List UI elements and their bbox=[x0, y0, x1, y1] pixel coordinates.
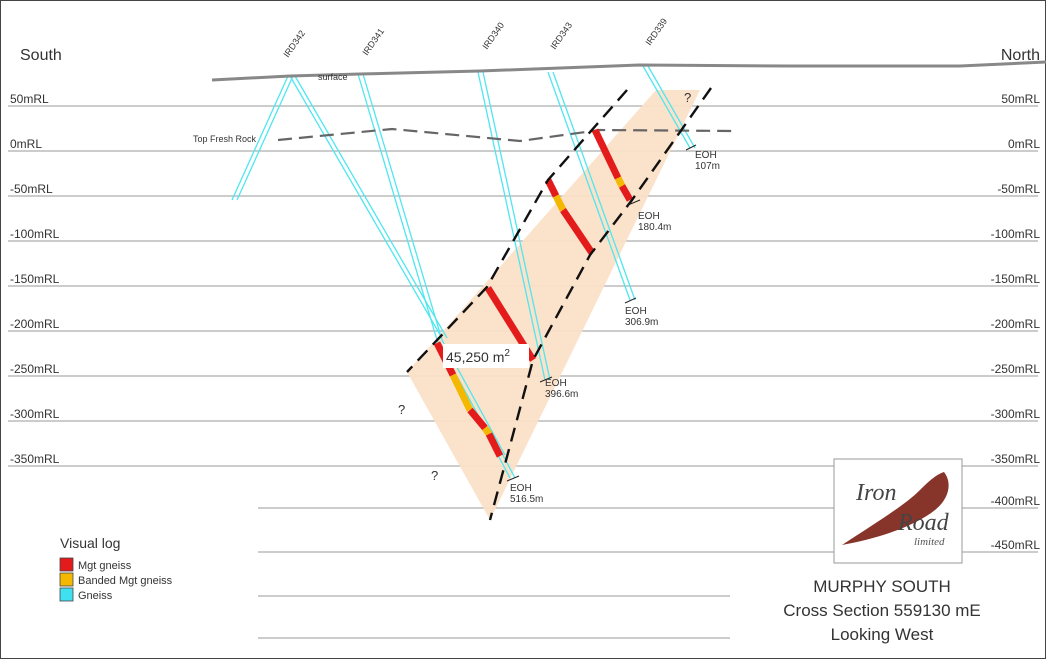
logo-text-limited: limited bbox=[914, 536, 945, 548]
hole-id-ird342: IRD342 bbox=[281, 28, 307, 59]
hole-trace-ird340 bbox=[477, 71, 551, 381]
hole-id-ird343: IRD343 bbox=[548, 20, 574, 51]
rl-right-minus350: -350mRL bbox=[991, 452, 1041, 466]
eoh-ird343-depth: 180.4m bbox=[638, 222, 671, 233]
area-unit-sup: 2 bbox=[504, 348, 510, 359]
zone-boundary-south bbox=[406, 89, 628, 373]
rl-left-minus50: -50mRL bbox=[10, 182, 53, 196]
question-mark-left: ? bbox=[398, 402, 405, 417]
intercept-mgt bbox=[467, 407, 488, 431]
rl-left-minus300: -300mRL bbox=[10, 407, 60, 421]
north-label: North bbox=[1001, 47, 1040, 64]
hole-id-ird339: IRD339 bbox=[643, 16, 669, 47]
legend-label-mgt-gneiss: Mgt gneiss bbox=[78, 560, 132, 572]
rl-left-50: 50mRL bbox=[10, 92, 49, 106]
rl-right-minus400: -400mRL bbox=[991, 494, 1041, 508]
legend-label-banded-mgt-gneiss: Banded Mgt gneiss bbox=[78, 575, 173, 587]
legend-swatch-banded-mgt-gneiss bbox=[59, 572, 74, 587]
surface-label: surface bbox=[318, 72, 348, 82]
rl-right-0: 0mRL bbox=[1008, 137, 1040, 151]
question-mark-top: ? bbox=[684, 90, 691, 105]
rl-left-minus150: -150mRL bbox=[10, 272, 60, 286]
hole-id-ird341: IRD341 bbox=[360, 26, 386, 57]
title-line-3: Looking West bbox=[831, 625, 934, 644]
zone-boundaries bbox=[406, 87, 712, 521]
intercept-banded bbox=[552, 194, 567, 212]
eoh-306-depth: 306.9m bbox=[625, 317, 658, 328]
drill-holes bbox=[231, 65, 696, 479]
eoh-306-label: EOH bbox=[625, 306, 647, 317]
eoh-ird340-label: EOH bbox=[545, 378, 567, 389]
intercept-mgt bbox=[544, 178, 560, 198]
rl-right-minus250: -250mRL bbox=[991, 362, 1041, 376]
hole-trace-ird343 bbox=[547, 71, 636, 301]
rl-labels-right: 50mRL 0mRL -50mRL -100mRL -150mRL -200mR… bbox=[991, 92, 1041, 552]
intercept-mgt bbox=[485, 432, 504, 458]
legend-title: Visual log bbox=[60, 535, 120, 551]
title-line-2: Cross Section 559130 mE bbox=[783, 601, 981, 620]
rl-left-minus200: -200mRL bbox=[10, 317, 60, 331]
legend-label-gneiss: Gneiss bbox=[78, 590, 113, 602]
top-fresh-rock-line bbox=[277, 127, 733, 143]
eoh-ird340-depth: 396.6m bbox=[545, 389, 578, 400]
eoh-ird339-depth: 107m bbox=[695, 161, 720, 172]
rl-right-50: 50mRL bbox=[1001, 92, 1040, 106]
intercept-mgt bbox=[591, 128, 622, 180]
rl-left-minus250: -250mRL bbox=[10, 362, 60, 376]
rl-left-minus100: -100mRL bbox=[10, 227, 60, 241]
rl-right-minus100: -100mRL bbox=[991, 227, 1041, 241]
eoh-ird343-label: EOH bbox=[638, 211, 660, 222]
question-mark-bottom: ? bbox=[431, 468, 438, 483]
mineralised-zone bbox=[407, 90, 700, 520]
iron-road-logo: Iron Road limited bbox=[833, 458, 963, 564]
eoh-ird339-label: EOH bbox=[695, 150, 717, 161]
rl-right-minus50: -50mRL bbox=[997, 182, 1040, 196]
area-value: 45,250 m bbox=[446, 349, 504, 365]
title-line-1: MURPHY SOUTH bbox=[813, 577, 951, 596]
intercept-mgt bbox=[560, 208, 595, 255]
hole-id-ird340: IRD340 bbox=[480, 20, 506, 51]
area-label-box bbox=[443, 344, 529, 368]
zone-boundary-north bbox=[488, 87, 712, 521]
surface-line bbox=[211, 60, 1046, 82]
eoh-516-depth: 516.5m bbox=[510, 494, 543, 505]
rl-right-minus150: -150mRL bbox=[991, 272, 1041, 286]
intercept-banded bbox=[614, 176, 626, 188]
logo-text-iron: Iron bbox=[855, 480, 896, 506]
rl-labels-left: 50mRL 0mRL -50mRL -100mRL -150mRL -200mR… bbox=[10, 92, 60, 466]
hole-id-labels: IRD342 IRD341 IRD340 IRD343 IRD339 bbox=[281, 16, 669, 59]
eoh-516-label: EOH bbox=[510, 483, 532, 494]
eoh-markers: EOH 107m EOH 180.4m EOH 306.9m EOH 396.6… bbox=[506, 144, 720, 505]
legend-swatch-mgt-gneiss bbox=[59, 557, 74, 572]
top-fresh-rock-label: Top Fresh Rock bbox=[193, 134, 257, 144]
legend-swatch-gneiss bbox=[59, 587, 74, 602]
title-block: MURPHY SOUTH Cross Section 559130 mE Loo… bbox=[783, 577, 981, 644]
area-label: 45,250 m2 bbox=[446, 348, 510, 365]
rl-left-0: 0mRL bbox=[10, 137, 42, 151]
rl-right-minus450: -450mRL bbox=[991, 538, 1041, 552]
intercept-banded bbox=[449, 373, 474, 412]
legend: Visual log Mgt gneiss Banded Mgt gneiss … bbox=[59, 535, 173, 602]
rl-left-minus350: -350mRL bbox=[10, 452, 60, 466]
south-label: South bbox=[20, 47, 62, 64]
hole-trace-ird342 bbox=[231, 75, 448, 339]
intercept-banded bbox=[482, 426, 492, 436]
hole-trace-ird339 bbox=[642, 65, 696, 149]
logo-text-road: Road bbox=[897, 510, 950, 536]
logo-swoosh bbox=[842, 472, 949, 545]
rl-right-minus200: -200mRL bbox=[991, 317, 1041, 331]
rl-right-minus300: -300mRL bbox=[991, 407, 1041, 421]
intercept-mgt bbox=[618, 184, 634, 202]
